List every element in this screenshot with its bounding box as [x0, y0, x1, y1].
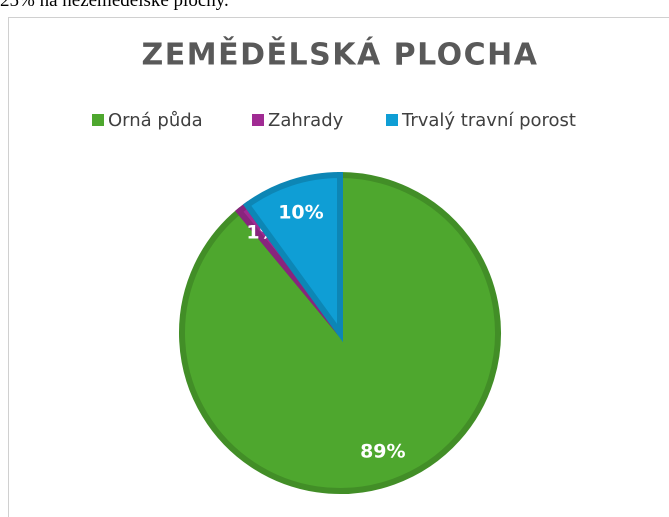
legend-label: Zahrady — [268, 110, 344, 131]
data-label: 89% — [360, 440, 405, 462]
data-label: 10% — [278, 201, 323, 223]
pie-slice — [242, 171, 343, 343]
legend-swatch — [92, 114, 104, 126]
chart-title: ZEMĚDĚLSKÁ PLOCHA — [142, 37, 539, 73]
legend-label: Trvalý travní porost — [401, 110, 576, 131]
legend-swatch — [252, 114, 264, 126]
legend-label: Orná půda — [108, 110, 203, 131]
document-text: 25% na nezemědělské plochy. — [0, 0, 229, 11]
legend-swatch — [386, 114, 398, 126]
